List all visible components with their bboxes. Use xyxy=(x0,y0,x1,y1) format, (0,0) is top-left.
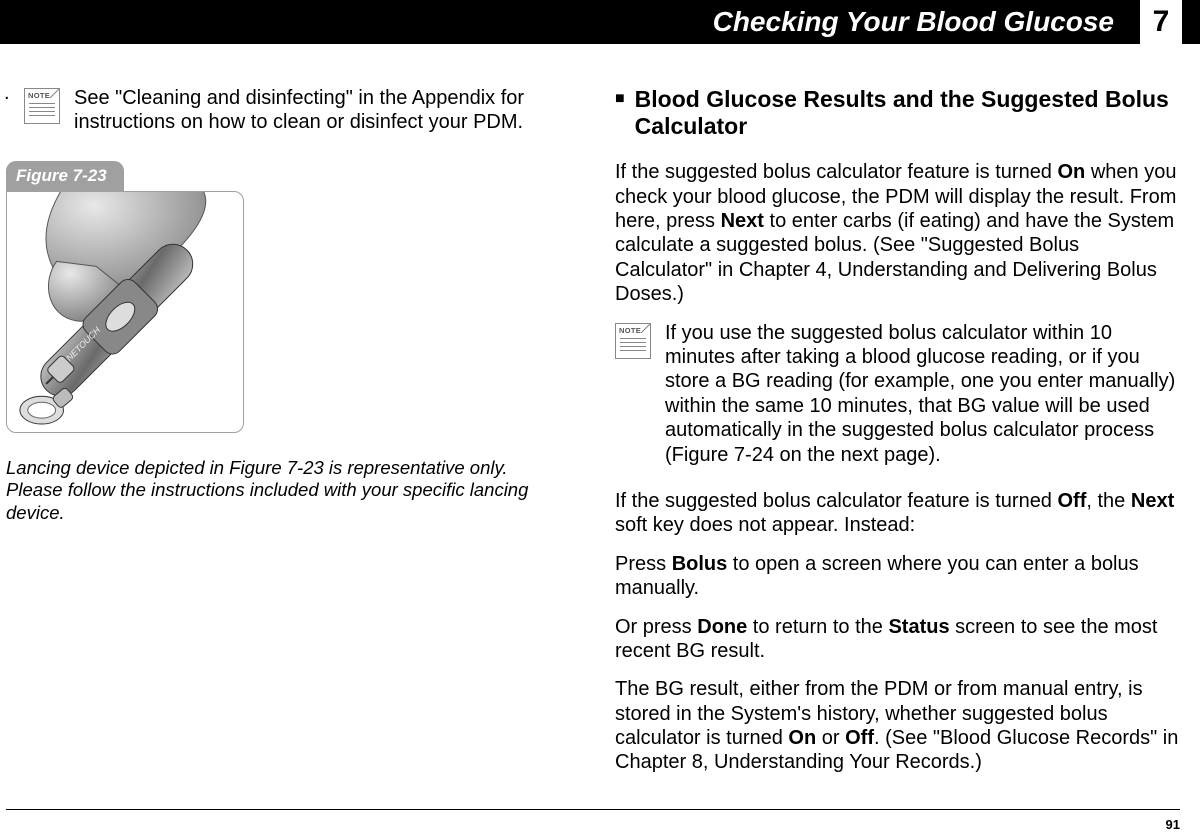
note-icon: NOTE xyxy=(615,323,651,359)
note-icon: NOTE xyxy=(24,88,60,124)
para-5: The BG result, either from the PDM or fr… xyxy=(615,677,1180,775)
continuation-dot: . xyxy=(4,82,10,105)
section-heading-text: Blood Glucose Results and the Suggested … xyxy=(635,86,1180,140)
note-block-cleaning: NOTE See "Cleaning and disinfecting" in … xyxy=(6,86,571,135)
page-title: Checking Your Blood Glucose xyxy=(713,6,1114,38)
note-icon-label: NOTE xyxy=(619,326,641,335)
para-3: Press Bolus to open a screen where you c… xyxy=(615,552,1180,601)
note-text: See "Cleaning and disinfecting" in the A… xyxy=(74,86,571,135)
figure-label: Figure 7-23 xyxy=(6,161,124,191)
caption-line-2: Please follow the instructions included … xyxy=(6,479,571,524)
right-column: ■ Blood Glucose Results and the Suggeste… xyxy=(615,86,1180,798)
para-4: Or press Done to return to the Status sc… xyxy=(615,615,1180,664)
note-text: If you use the suggested bolus calculato… xyxy=(665,321,1180,467)
footer-rule xyxy=(6,809,1180,810)
figure-image-lancing-device: ONETOUCH xyxy=(6,191,244,433)
left-column: . NOTE See "Cleaning and disinfecting" i… xyxy=(6,86,571,798)
para-1: If the suggested bolus calculator featur… xyxy=(615,160,1180,306)
note-icon-label: NOTE xyxy=(28,91,50,100)
para-2: If the suggested bolus calculator featur… xyxy=(615,489,1180,538)
content-area: . NOTE See "Cleaning and disinfecting" i… xyxy=(6,86,1180,798)
page-header: Checking Your Blood Glucose 7 xyxy=(0,0,1200,44)
section-bullet-icon: ■ xyxy=(615,90,625,109)
page-number: 91 xyxy=(1166,817,1180,832)
figure-7-23: Figure 7-23 xyxy=(6,161,244,433)
note-block-bolus: NOTE If you use the suggested bolus calc… xyxy=(615,321,1180,467)
section-heading: ■ Blood Glucose Results and the Suggeste… xyxy=(615,86,1180,140)
figure-caption: Lancing device depicted in Figure 7-23 i… xyxy=(6,457,571,525)
caption-line-1: Lancing device depicted in Figure 7-23 i… xyxy=(6,457,571,480)
chapter-number: 7 xyxy=(1140,0,1182,44)
